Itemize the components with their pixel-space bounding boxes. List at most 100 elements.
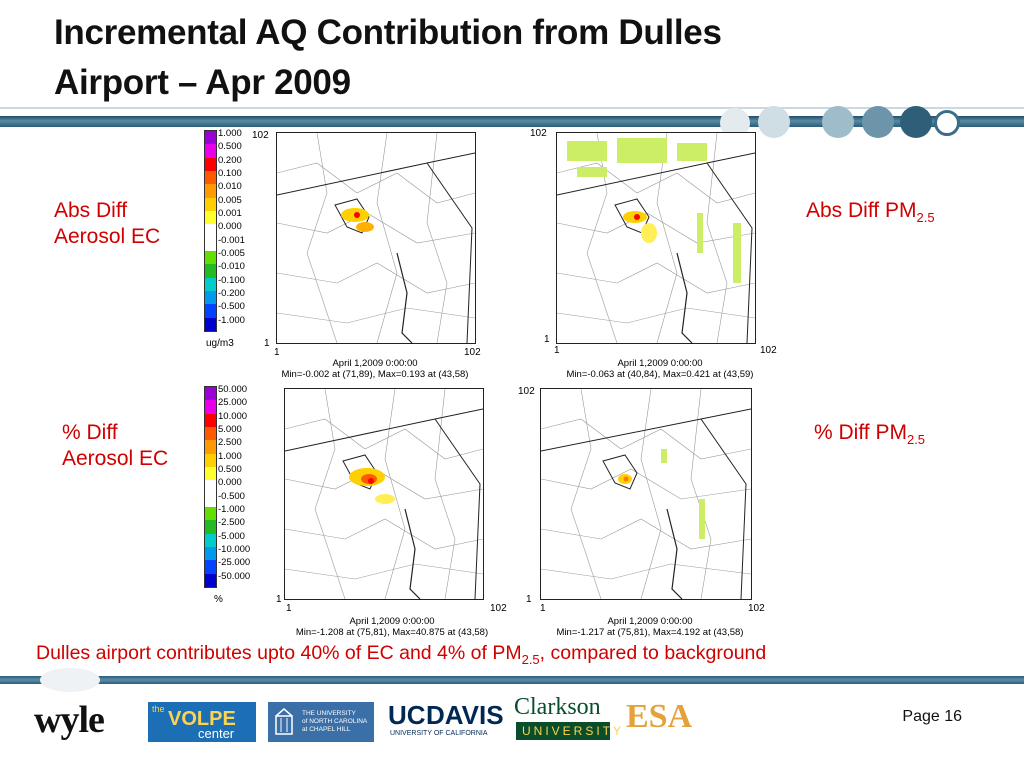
header-thin-rule <box>0 107 1024 109</box>
tick-bottom-left-102x: 102 <box>490 603 507 614</box>
colorbar-value: -0.500 <box>218 490 245 502</box>
map-abs-ec <box>276 132 476 344</box>
colorbar-swatch <box>205 387 216 401</box>
label-abs-diff-ec: Abs Diff Aerosol EC <box>54 198 160 250</box>
colorbar-swatch <box>205 413 216 427</box>
colorbar-value: -0.100 <box>218 274 245 286</box>
header-bubble <box>862 106 894 138</box>
label-line: Aerosol EC <box>62 447 169 470</box>
tick-top-left-102x: 102 <box>464 347 481 358</box>
header-rule <box>0 116 1024 127</box>
unc-line: of NORTH CAROLINA <box>302 718 368 725</box>
map-drawing <box>277 133 475 343</box>
tick-top-left-1x: 1 <box>274 347 280 358</box>
colorbar-value: -0.001 <box>218 234 245 246</box>
colorbar-abs: 1.000 0.500 0.200 0.100 0.010 0.005 0.001 0.000… <box>204 127 266 350</box>
caption-minmax: Min=-0.002 at (71,89), Max=0.193 at (43,… <box>281 369 469 380</box>
tick-top-right-102x: 102 <box>760 345 777 356</box>
logo-ucdavis: UC DAVIS UNIVERSITY OF CALIFORNIA <box>388 700 504 742</box>
colorbar-swatch <box>205 304 216 318</box>
label-sub: 2.5 <box>916 210 935 226</box>
tick-top-left-102: 102 <box>252 130 269 141</box>
colorbar-swatch <box>205 144 216 158</box>
label-line: Aerosol EC <box>54 225 161 248</box>
clarkson-word: Clarkson <box>514 694 601 720</box>
tick-top-right-1x: 1 <box>554 345 560 356</box>
tick-bottom-left-1x: 1 <box>286 603 292 614</box>
tick-bottom-right-1y: 1 <box>526 594 532 605</box>
caption-date: April 1,2009 0:00:00 <box>349 616 435 627</box>
colorbar-abs-values: 1.000 0.500 0.200 0.100 0.010 0.005 0.001 0.000… <box>218 127 245 327</box>
colorbar-value: -0.010 <box>218 261 245 273</box>
ucdavis-davis: DAVIS <box>426 700 504 730</box>
logo-volpe: the VOLPE center <box>148 702 256 742</box>
colorbar-swatch <box>205 197 216 211</box>
colorbar-value: 2.500 <box>218 437 242 449</box>
clarkson-sub-box: UNIVERSITY <box>516 722 621 740</box>
colorbar-swatch <box>205 493 216 507</box>
footer-rule <box>0 676 1024 684</box>
colorbar-swatch <box>205 290 216 305</box>
caption-top-right: April 1,2009 0:00:00 Min=-0.063 at (40,8… <box>540 358 780 380</box>
header-bubble <box>758 106 790 138</box>
colorbar-value: 0.005 <box>218 194 242 206</box>
colorbar-swatch <box>205 277 216 291</box>
unc-line: at CHAPEL HILL <box>302 726 351 733</box>
map-drawing <box>557 133 755 343</box>
colorbar-value: 0.010 <box>218 181 242 193</box>
caption-date: April 1,2009 0:00:00 <box>617 358 703 369</box>
logo-esa: ESA <box>626 698 693 735</box>
colorbar-swatch <box>205 533 216 547</box>
header-bubble <box>934 110 960 136</box>
colorbar-swatch <box>205 453 216 467</box>
colorbar-value: 0.000 <box>218 221 242 233</box>
tick-bottom-left-1y: 1 <box>276 594 282 605</box>
colorbar-swatch <box>205 170 216 185</box>
map-pct-ec <box>284 388 484 600</box>
colorbar-swatch <box>205 480 216 494</box>
colorbar-swatch <box>205 426 216 441</box>
colorbar-value: 0.000 <box>218 477 242 489</box>
label-line: Abs Diff <box>54 199 128 222</box>
map-drawing <box>541 389 751 599</box>
label-sub: 2.5 <box>906 432 926 448</box>
colorbar-swatch <box>205 131 216 145</box>
title-line-2: Airport – Apr 2009 <box>54 63 351 102</box>
colorbar-value: 0.500 <box>218 141 242 153</box>
map-pct-pm <box>540 388 752 600</box>
colorbar-value: 10.000 <box>218 410 248 422</box>
colorbar-swatch <box>205 210 216 225</box>
colorbar-value: 5.000 <box>218 423 242 435</box>
colorbar-value: 1.000 <box>218 128 242 139</box>
volpe-center: center <box>198 726 235 741</box>
header-bubble <box>900 106 932 138</box>
colorbar-swatch <box>205 466 216 481</box>
colorbar-value: -0.005 <box>218 247 245 259</box>
colorbar-value: 0.001 <box>218 207 242 219</box>
caption-date: April 1,2009 0:00:00 <box>607 616 693 627</box>
colorbar-swatch <box>205 237 216 251</box>
colorbar-swatch <box>205 224 216 238</box>
header-bubble <box>822 106 854 138</box>
colorbar-swatch <box>205 400 216 414</box>
colorbar-swatch <box>205 520 216 534</box>
ucdavis-uc: UC <box>388 700 426 730</box>
colorbar-value: -5.000 <box>218 530 245 542</box>
conclusion-text: Dulles airport contributes upto 40% of E… <box>36 642 766 667</box>
caption-top-left: April 1,2009 0:00:00 Min=-0.002 at (71,8… <box>260 358 490 380</box>
tick-bottom-right-1x: 1 <box>540 603 546 614</box>
colorbar-value: -0.500 <box>218 301 245 313</box>
colorbar-swatch <box>205 317 216 331</box>
tick-bottom-right-102x: 102 <box>748 603 765 614</box>
volpe-word: VOLPE <box>168 708 236 730</box>
title-line-1: Incremental AQ Contribution from Dulles <box>54 13 722 52</box>
unc-seal-icon <box>275 708 293 735</box>
colorbar-value: -1.000 <box>218 314 245 326</box>
ucdavis-sub: UNIVERSITY OF CALIFORNIA <box>390 730 488 737</box>
colorbar-swatch <box>205 184 216 198</box>
tick-bottom-right-102: 102 <box>518 386 535 397</box>
colorbar-value: 0.500 <box>218 463 242 475</box>
colorbar-pct-values: 50.000 25.000 10.000 5.000 2.500 1.000 0.500 0.… <box>218 383 250 583</box>
label-text: % Diff PM <box>814 421 907 444</box>
tick-top-right-102: 102 <box>530 128 547 139</box>
